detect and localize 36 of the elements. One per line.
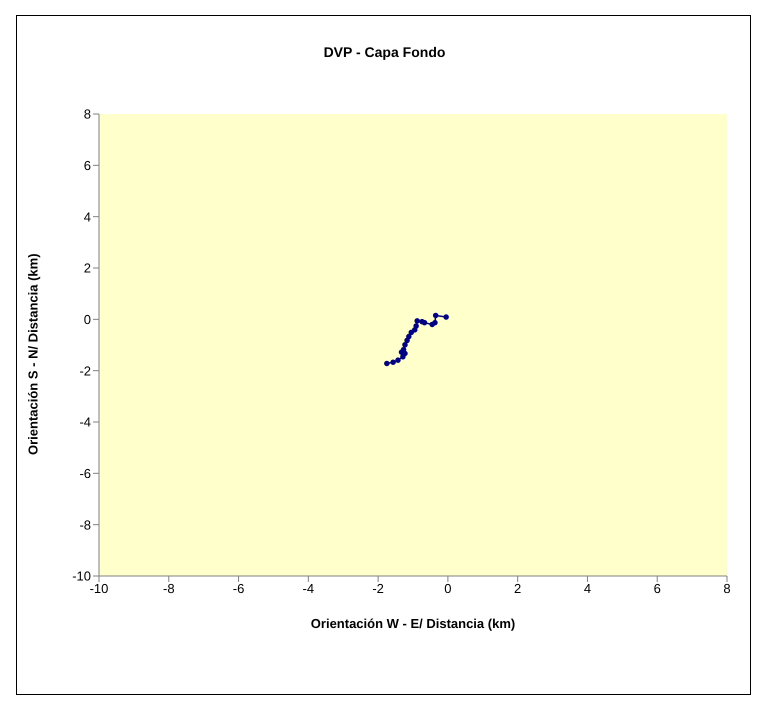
point (400, 354, 406, 360)
x-axis-title: Orientación W - E/ Distancia (km) (310, 616, 516, 631)
y-tick-label: 4 (84, 209, 91, 224)
chart-title: DVP - Capa Fondo (322, 44, 446, 60)
x-tick-label: -8 (162, 581, 175, 596)
x-tick-label: 2 (514, 581, 522, 596)
x-tick-label: -6 (232, 581, 244, 596)
point (443, 314, 449, 320)
y-tick-label: 8 (84, 106, 91, 122)
point (414, 318, 420, 324)
x-tick-label: 0 (444, 581, 452, 596)
x-tick-label: 4 (584, 581, 592, 596)
x-tick-label: 8 (723, 581, 731, 596)
y-axis-title: Orientación S - N/ Distancia (km) (26, 253, 41, 455)
point (404, 338, 410, 344)
y-tick-label: 0 (84, 312, 91, 327)
point (429, 322, 435, 328)
y-tick-label: -6 (79, 466, 91, 481)
x-tick-label: -2 (372, 581, 384, 596)
x-tick-label: 6 (654, 581, 661, 596)
y-tick-label: 2 (84, 260, 91, 276)
y-tick-label: -4 (79, 414, 91, 430)
point (432, 312, 438, 318)
point (412, 327, 418, 333)
y-tick-label: -8 (79, 517, 91, 532)
point (384, 360, 390, 366)
point (390, 359, 396, 365)
y-tick-label: 6 (84, 158, 91, 173)
point (408, 330, 414, 336)
y-tick-label: -2 (79, 363, 91, 378)
point (406, 334, 412, 340)
x-tick-label: -4 (302, 581, 314, 596)
point (402, 342, 408, 348)
point (395, 357, 401, 363)
y-tick-label: -10 (72, 568, 91, 584)
point (419, 318, 425, 324)
